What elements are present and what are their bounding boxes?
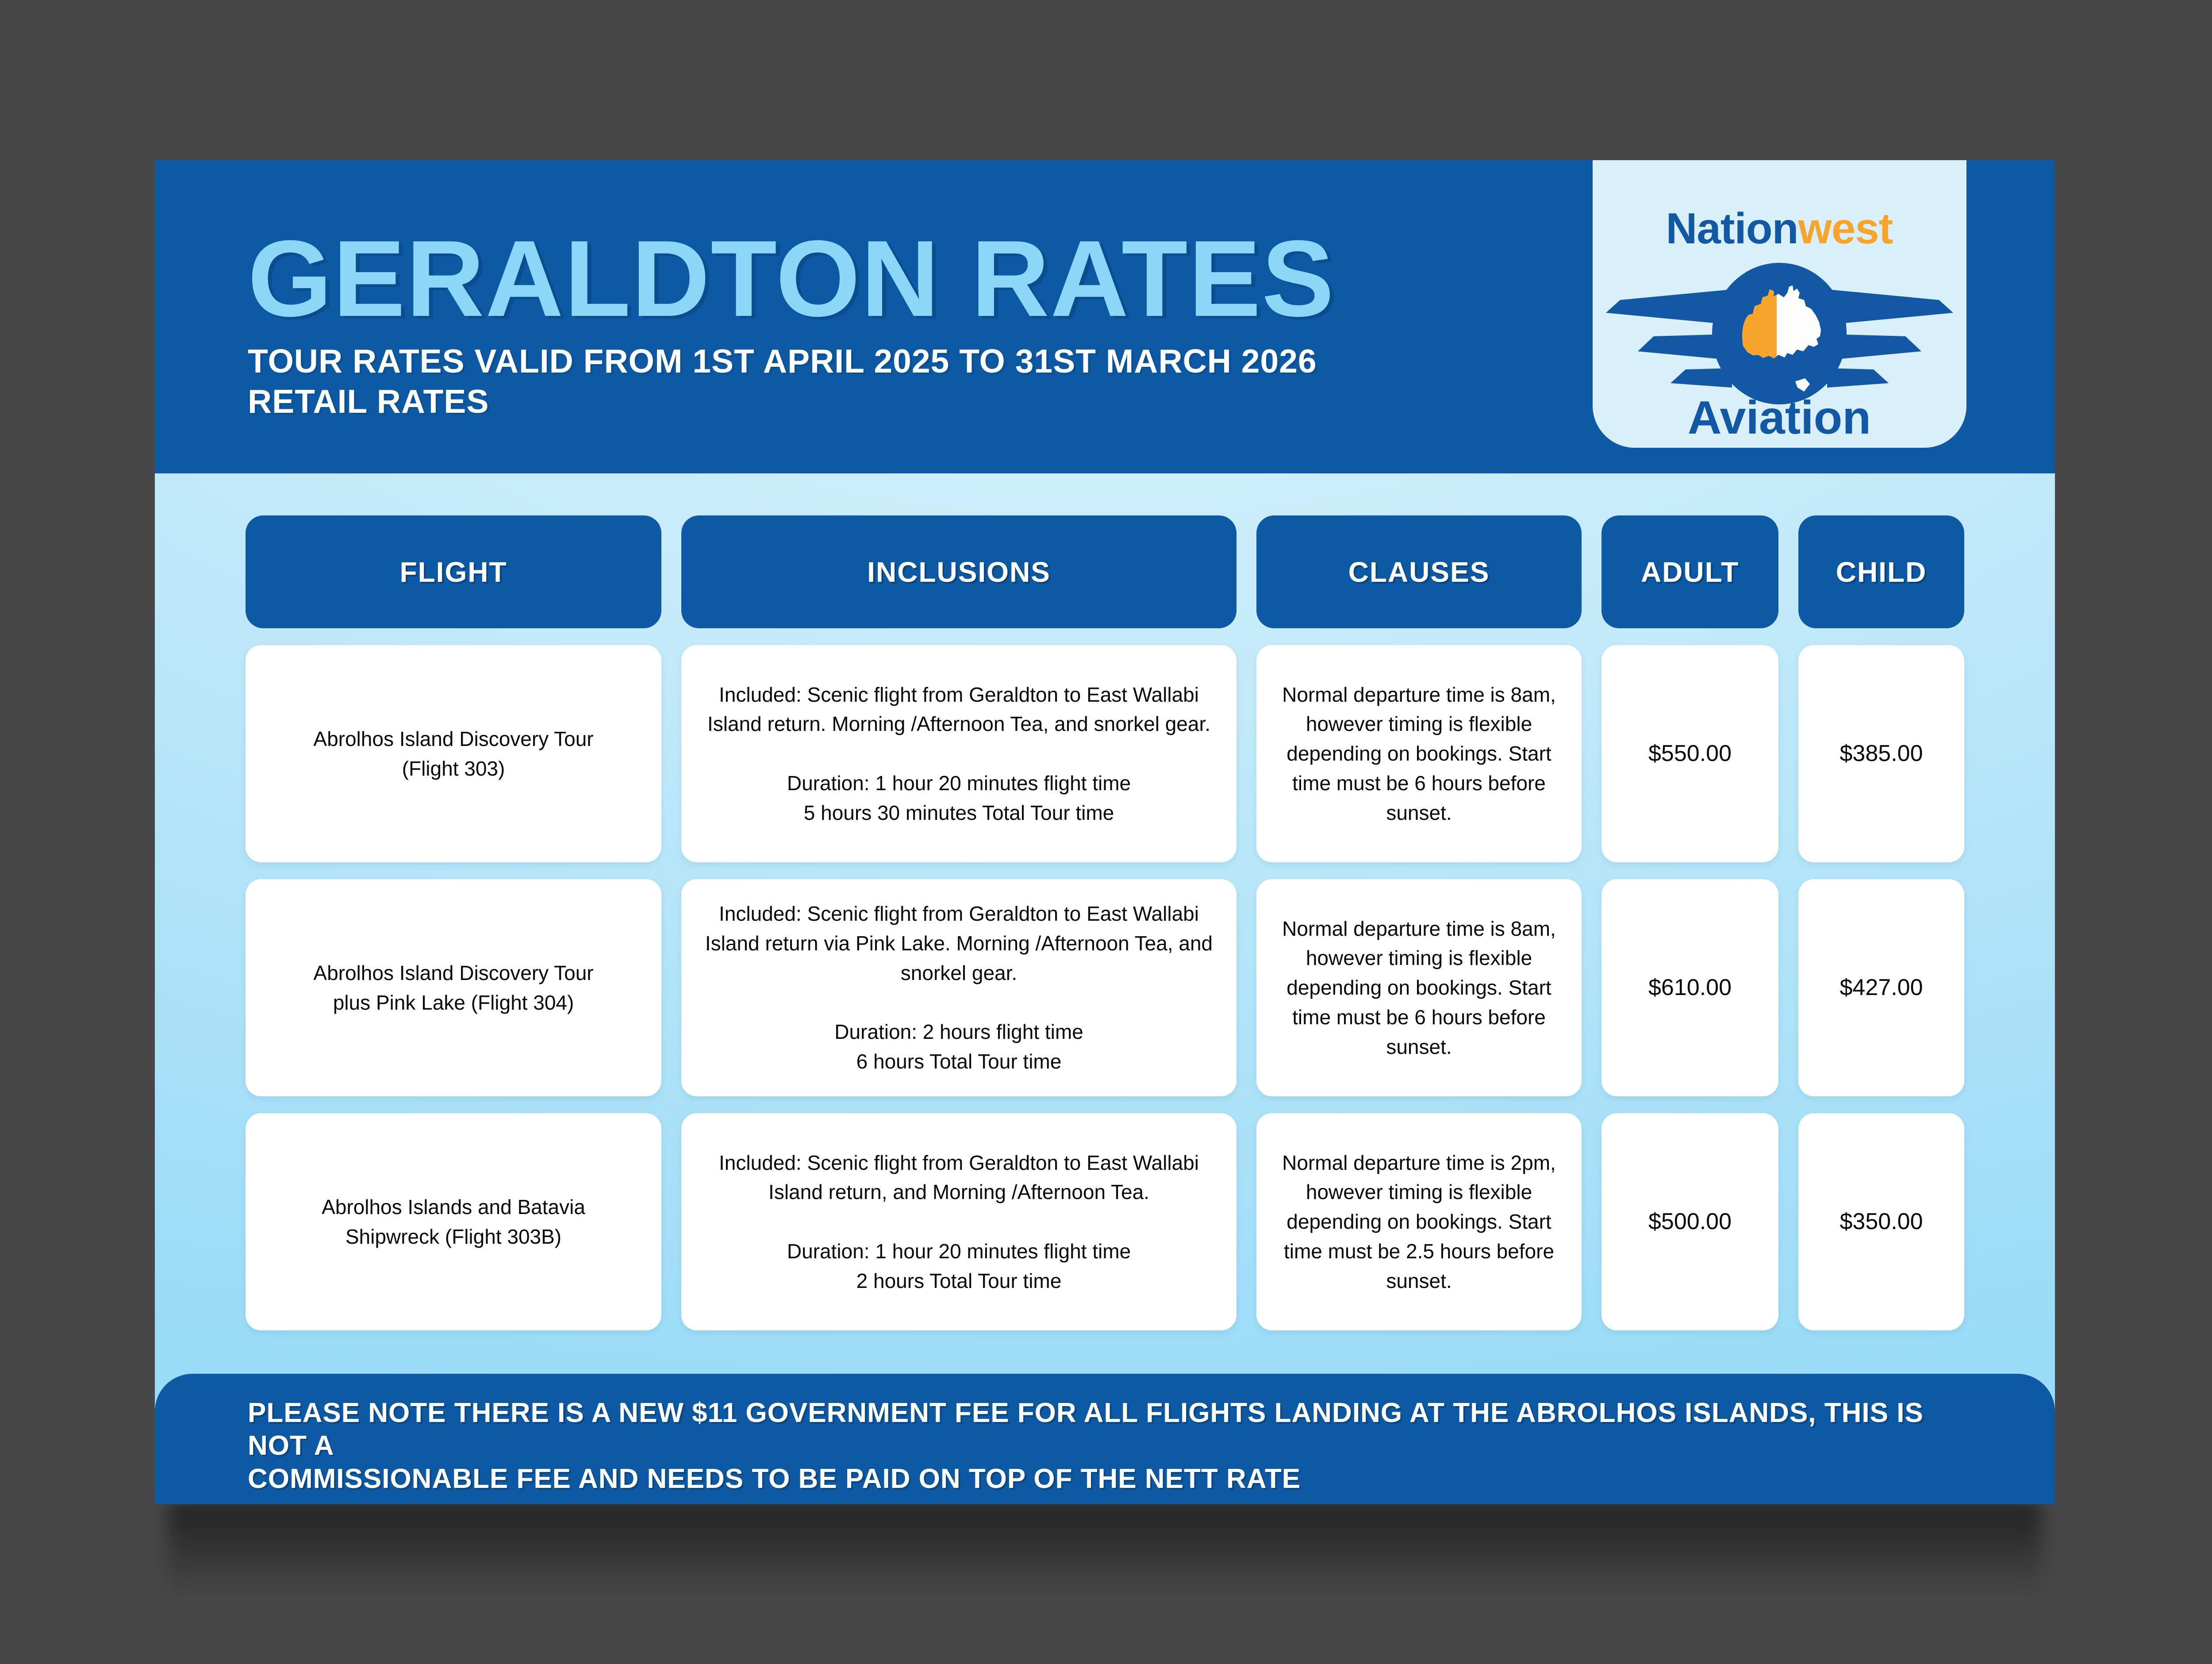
column-header-adult: ADULT	[1601, 515, 1778, 628]
nationwest-aviation-logo-icon: Nationwest	[1606, 204, 1953, 444]
header-band: GERALDTON RATES TOUR RATES VALID FROM 1S…	[155, 160, 2055, 473]
column-header-clauses: CLAUSES	[1256, 515, 1582, 628]
logo-wordmark: Nationwest	[1666, 204, 1893, 253]
column-header-flight: FLIGHT	[246, 515, 661, 628]
adult-price-cell: $550.00	[1601, 645, 1778, 862]
inclusions-cell: Included: Scenic flight from Geraldton t…	[681, 1113, 1237, 1330]
column-header-child: CHILD	[1798, 515, 1964, 628]
child-price-cell: $385.00	[1798, 645, 1964, 862]
clauses-cell: Normal departure time is 8am, however ti…	[1256, 645, 1582, 862]
footer-note: PLEASE NOTE THERE IS A NEW $11 GOVERNMEN…	[248, 1398, 1924, 1494]
page-title: GERALDTON RATES	[248, 218, 1335, 339]
subtitle-retail: RETAIL RATES	[248, 383, 489, 420]
title-block: GERALDTON RATES TOUR RATES VALID FROM 1S…	[248, 222, 1335, 422]
clauses-cell: Normal departure time is 2pm, however ti…	[1256, 1113, 1582, 1330]
adult-price-cell: $500.00	[1601, 1113, 1778, 1330]
clauses-cell: Normal departure time is 8am, however ti…	[1256, 879, 1582, 1096]
left-wing-icon	[1606, 289, 1732, 388]
australia-map-icon	[1742, 285, 1821, 392]
card-drop-shadow	[168, 1502, 2042, 1595]
child-price-cell: $350.00	[1798, 1113, 1964, 1330]
column-header-inclusions: INCLUSIONS	[681, 515, 1237, 628]
rates-table: FLIGHT INCLUSIONS CLAUSES ADULT CHILD Ab…	[155, 473, 2055, 1330]
rates-body: FLIGHT INCLUSIONS CLAUSES ADULT CHILD Ab…	[155, 473, 2055, 1374]
flight-name-cell: Abrolhos Island Discovery Tour (Flight 3…	[246, 645, 661, 862]
flight-name-cell: Abrolhos Islands and Batavia Shipwreck (…	[246, 1113, 661, 1330]
logo-box: Nationwest	[1593, 160, 1966, 448]
adult-price-cell: $610.00	[1601, 879, 1778, 1096]
child-price-cell: $427.00	[1798, 879, 1964, 1096]
logo-tagline: Aviation	[1688, 392, 1871, 444]
inclusions-cell: Included: Scenic flight from Geraldton t…	[681, 645, 1237, 862]
rates-card: GERALDTON RATES TOUR RATES VALID FROM 1S…	[155, 160, 2055, 1504]
inclusions-cell: Included: Scenic flight from Geraldton t…	[681, 879, 1237, 1096]
flight-name-cell: Abrolhos Island Discovery Tour plus Pink…	[246, 879, 661, 1096]
subtitle-validity: TOUR RATES VALID FROM 1ST APRIL 2025 TO …	[248, 342, 1317, 380]
right-wing-icon	[1827, 289, 1953, 388]
subtitle: TOUR RATES VALID FROM 1ST APRIL 2025 TO …	[248, 341, 1335, 422]
footer-bar: PLEASE NOTE THERE IS A NEW $11 GOVERNMEN…	[155, 1374, 2055, 1504]
